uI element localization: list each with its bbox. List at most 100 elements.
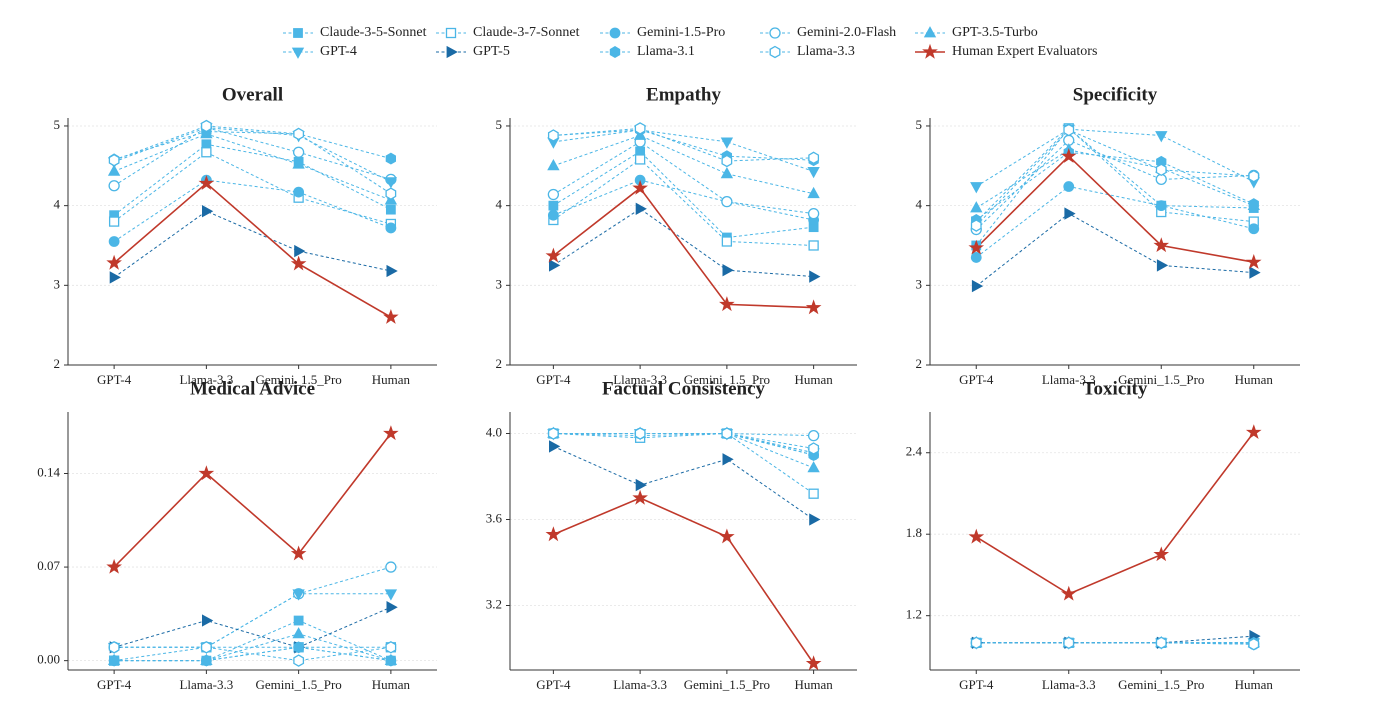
chart-title: Factual Consistency bbox=[602, 378, 766, 399]
x-tick-label: Gemini_1.5_Pro bbox=[1118, 372, 1204, 387]
series-line bbox=[113, 179, 392, 242]
marker bbox=[1249, 266, 1261, 279]
legend-label: GPT-3.5-Turbo bbox=[952, 25, 1038, 40]
marker bbox=[109, 271, 121, 284]
chart-title: Empathy bbox=[646, 84, 721, 105]
marker bbox=[1064, 207, 1076, 220]
marker bbox=[383, 425, 399, 441]
legend-label: Gemini-2.0-Flash bbox=[797, 25, 896, 40]
series-line bbox=[553, 134, 814, 195]
marker bbox=[292, 589, 305, 601]
y-tick-label: 0.07 bbox=[37, 558, 60, 573]
marker bbox=[721, 236, 733, 247]
marker bbox=[108, 180, 120, 192]
marker bbox=[1155, 163, 1167, 177]
marker bbox=[1063, 181, 1075, 192]
marker bbox=[201, 147, 212, 158]
y-tick-label: 1.8 bbox=[906, 525, 922, 540]
marker bbox=[1156, 259, 1169, 272]
legend-marker bbox=[609, 46, 621, 58]
series-line bbox=[553, 127, 814, 162]
marker bbox=[1248, 169, 1260, 183]
marker bbox=[805, 655, 822, 671]
marker bbox=[721, 427, 733, 440]
marker bbox=[109, 654, 120, 667]
legend-marker bbox=[446, 45, 458, 59]
x-tick-label: Human bbox=[1235, 372, 1274, 387]
marker bbox=[386, 264, 398, 278]
y-tick-label: 3.6 bbox=[486, 510, 503, 525]
series-line bbox=[114, 593, 391, 648]
series-line bbox=[553, 141, 814, 215]
x-tick-label: Llama-3.3 bbox=[1042, 372, 1096, 387]
marker bbox=[385, 654, 397, 667]
marker bbox=[807, 166, 820, 179]
legend-label: Llama-3.1 bbox=[637, 44, 695, 59]
marker bbox=[632, 489, 648, 505]
series-line bbox=[113, 606, 392, 648]
marker bbox=[807, 186, 820, 199]
x-tick-label: Llama-3.3 bbox=[613, 677, 667, 692]
marker bbox=[1060, 147, 1077, 163]
marker bbox=[108, 236, 120, 247]
marker bbox=[106, 558, 122, 574]
series-line bbox=[553, 432, 814, 454]
marker bbox=[293, 654, 305, 667]
series-line bbox=[976, 151, 1255, 221]
chart-title: Specificity bbox=[1073, 84, 1158, 105]
x-tick-label: GPT-4 bbox=[97, 677, 132, 692]
legend-label: Gemini-1.5-Pro bbox=[637, 25, 725, 40]
legend-marker bbox=[923, 26, 937, 38]
marker bbox=[719, 528, 735, 544]
series-line bbox=[553, 433, 814, 449]
series-line bbox=[553, 208, 814, 278]
marker bbox=[807, 207, 820, 220]
series-line bbox=[975, 129, 1254, 226]
marker bbox=[1153, 546, 1170, 562]
marker bbox=[385, 222, 397, 234]
marker bbox=[201, 614, 214, 627]
legend-label: Claude-3-7-Sonnet bbox=[473, 25, 580, 40]
x-tick-label: GPT-4 bbox=[97, 372, 132, 387]
y-tick-label: 2 bbox=[496, 356, 503, 371]
marker bbox=[1248, 637, 1260, 651]
marker bbox=[1153, 237, 1170, 253]
x-tick-label: Human bbox=[1235, 677, 1274, 692]
y-tick-label: 3 bbox=[916, 276, 923, 291]
series-line bbox=[976, 149, 1254, 209]
marker bbox=[384, 177, 398, 189]
marker bbox=[290, 545, 307, 561]
series-line bbox=[975, 139, 1254, 230]
marker bbox=[383, 308, 399, 324]
series-line bbox=[553, 433, 814, 454]
marker bbox=[545, 247, 562, 263]
marker bbox=[293, 186, 305, 198]
marker bbox=[386, 601, 398, 614]
y-tick-label: 2.4 bbox=[906, 444, 923, 459]
marker bbox=[808, 488, 819, 499]
legend-label: GPT-4 bbox=[320, 44, 357, 59]
x-tick-label: Gemini_1.5_Pro bbox=[255, 372, 341, 387]
marker bbox=[198, 465, 215, 481]
marker bbox=[385, 152, 397, 165]
series-line bbox=[553, 150, 814, 239]
marker bbox=[635, 478, 647, 492]
marker bbox=[108, 153, 120, 167]
x-tick-label: Llama-3.3 bbox=[613, 372, 667, 387]
marker bbox=[808, 442, 820, 455]
x-tick-label: GPT-4 bbox=[959, 372, 994, 387]
marker bbox=[292, 627, 305, 639]
series-line bbox=[976, 642, 1254, 645]
marker bbox=[720, 137, 734, 149]
legend-marker bbox=[291, 47, 305, 59]
marker bbox=[200, 641, 212, 654]
legend-marker bbox=[293, 28, 303, 38]
legend-marker bbox=[445, 27, 457, 39]
marker bbox=[970, 252, 982, 263]
marker bbox=[719, 296, 735, 312]
marker bbox=[293, 127, 305, 141]
legend-marker bbox=[769, 45, 781, 59]
y-tick-label: 4 bbox=[54, 197, 61, 212]
y-tick-label: 3 bbox=[496, 276, 503, 291]
